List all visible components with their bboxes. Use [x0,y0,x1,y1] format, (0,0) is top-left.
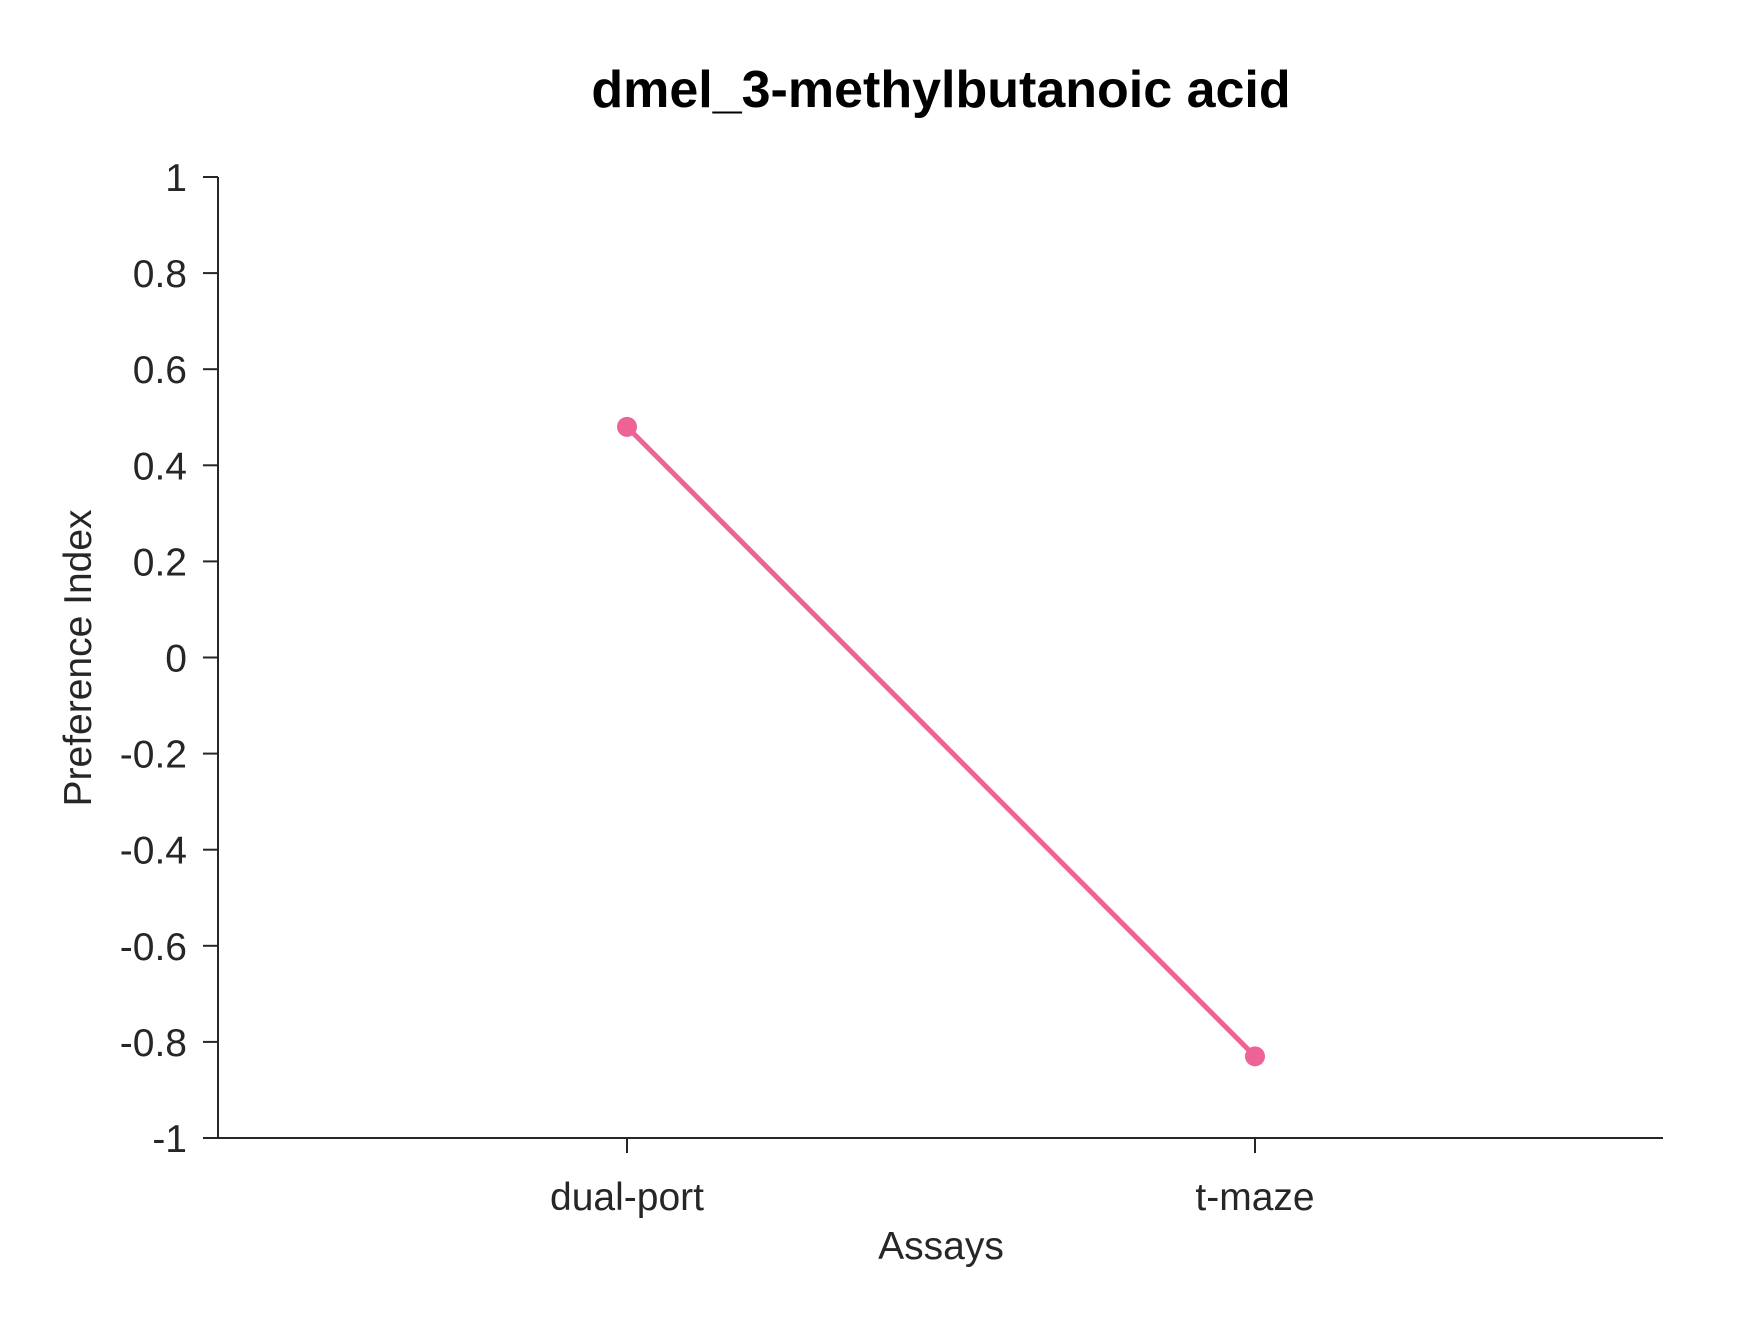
x-tick-label: t-maze [1195,1176,1314,1219]
y-tick-label: -1 [152,1118,187,1161]
data-point [617,416,637,437]
y-tick-label: 1 [165,157,187,200]
y-tick-label: -0.4 [120,830,187,873]
data-point [1245,1046,1265,1067]
series-layer [617,416,1265,1067]
y-tick-label: -0.2 [120,734,187,777]
y-tick-label: 0.4 [133,445,187,488]
y-tick-label: -0.8 [120,1022,187,1065]
x-axis-label: Assays [878,1225,1004,1268]
y-tick-label: 0.6 [133,349,187,392]
chart-title: dmel_3-methylbutanoic acid [591,61,1290,119]
x-tick-label: dual-port [550,1176,704,1219]
y-tick-label: 0.8 [133,253,187,296]
axes: 1 0.8 0.6 0.4 0.2 0 -0.2 -0.4 -0.6 -0.8 -1 dual-por… [120,157,1663,1219]
y-axis-label: Preference Index [57,509,100,807]
y-tick-label: 0.2 [133,541,187,584]
y-tick-label: 0 [165,638,187,681]
y-tick-label: -0.6 [120,926,187,969]
series-line [624,424,1258,1059]
